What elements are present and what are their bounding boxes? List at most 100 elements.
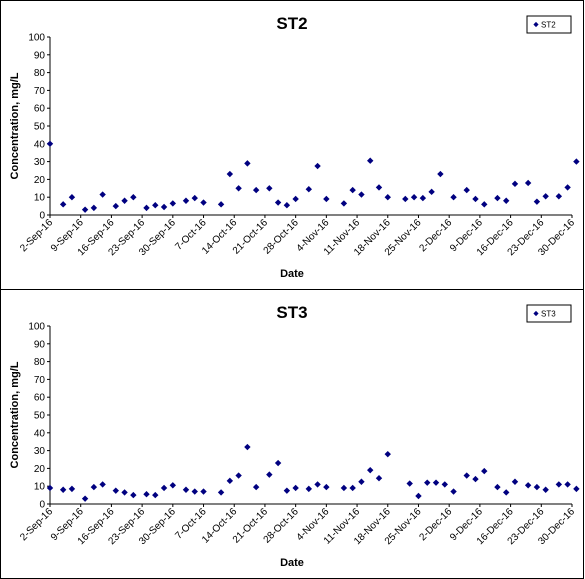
data-point (46, 140, 54, 147)
data-point (419, 194, 427, 202)
data-point (226, 170, 234, 178)
data-point (524, 482, 532, 489)
data-point (450, 488, 457, 495)
data-point (555, 481, 563, 488)
data-point (555, 193, 563, 200)
data-point (511, 180, 519, 188)
legend-marker (533, 21, 539, 28)
data-point (81, 495, 89, 502)
data-point (375, 184, 383, 191)
chart-st3: ST301020304050607080901002-Sep-169-Sep-1… (9, 303, 580, 569)
y-tick-label: 100 (28, 33, 45, 44)
data-point (573, 158, 580, 165)
data-point (252, 186, 260, 194)
chart-title: ST3 (276, 303, 307, 322)
data-point (143, 204, 150, 212)
data-point (340, 484, 348, 492)
data-point (182, 486, 190, 493)
y-tick-label: 60 (34, 104, 46, 115)
y-tick-label: 80 (34, 357, 46, 368)
y-tick-label: 40 (34, 428, 46, 439)
data-point (130, 491, 137, 499)
data-point (481, 201, 488, 208)
y-tick-label: 30 (34, 446, 46, 457)
data-point (68, 485, 76, 493)
data-point (292, 484, 299, 492)
data-point (90, 204, 98, 212)
data-point (533, 198, 541, 205)
data-point (152, 202, 159, 209)
legend-marker (533, 310, 539, 317)
chart-panel-st2: ST2 0 10 20 30 40 50 60 70 80 90 100 2-Sep-16 9-Sep-1… (0, 0, 584, 290)
data-point (503, 489, 510, 496)
y-tick-label: 0 (39, 211, 45, 222)
data-point (160, 203, 168, 211)
data-point (274, 199, 282, 206)
data-point (410, 194, 418, 201)
chart-title: ST2 (276, 14, 307, 33)
data-point (200, 199, 207, 206)
data-point (112, 487, 119, 494)
data-point (494, 194, 501, 202)
data-point (160, 484, 168, 492)
data-point (266, 471, 273, 478)
data-point (252, 483, 260, 491)
data-point (358, 478, 365, 485)
y-tick-label: 70 (34, 375, 46, 386)
data-point (503, 197, 510, 204)
data-point (121, 197, 128, 204)
y-axis-title: Concentration, mg/L (9, 361, 21, 468)
y-tick-label: 30 (34, 157, 46, 168)
data-point (235, 472, 242, 479)
data-point (59, 201, 67, 208)
y-tick-label: 50 (34, 122, 46, 133)
data-point (112, 202, 119, 210)
data-point (511, 478, 519, 485)
data-point (226, 477, 234, 485)
data-point (573, 485, 580, 493)
data-point (292, 195, 299, 203)
x-axis-title: Date (280, 268, 304, 280)
legend-box (526, 304, 572, 323)
data-point (130, 194, 137, 201)
data-point (90, 483, 98, 491)
y-axis-title: Concentration, mg/L (9, 72, 21, 179)
data-point (314, 162, 321, 170)
data-point (314, 481, 321, 488)
data-point (59, 486, 67, 493)
data-point (323, 195, 330, 203)
y-tick-label: 90 (34, 339, 46, 350)
data-point (349, 484, 356, 492)
data-point (152, 491, 159, 499)
data-point (244, 443, 251, 451)
y-tick-label: 90 (34, 50, 46, 61)
data-point (424, 479, 431, 486)
y-tick-label: 40 (34, 139, 46, 150)
y-tick-label: 10 (34, 482, 46, 493)
data-point (235, 185, 242, 192)
data-point (406, 480, 413, 487)
data-point (402, 195, 409, 203)
data-point (463, 472, 470, 479)
data-point (191, 488, 198, 495)
data-point (349, 186, 356, 194)
data-point (428, 188, 435, 196)
data-point (46, 484, 54, 492)
chart-st2: ST201020304050607080901002-Sep-169-Sep-1… (9, 14, 580, 280)
data-point (68, 194, 76, 201)
y-tick-label: 80 (34, 68, 46, 79)
y-tick-label: 0 (39, 500, 45, 511)
data-point (217, 201, 225, 208)
data-point (323, 483, 330, 491)
data-point (305, 485, 313, 493)
data-point (472, 195, 479, 203)
chart-panel-st3: ST3 0 10 20 30 40 50 60 70 80 90 100 2-Sep-16 9-Sep-1… (0, 289, 584, 579)
data-point (432, 479, 440, 486)
data-point (375, 474, 383, 482)
data-point (437, 170, 444, 178)
data-point (384, 450, 391, 458)
data-point (244, 160, 251, 167)
data-point (542, 193, 549, 200)
data-point (99, 191, 106, 198)
data-point (564, 481, 571, 488)
